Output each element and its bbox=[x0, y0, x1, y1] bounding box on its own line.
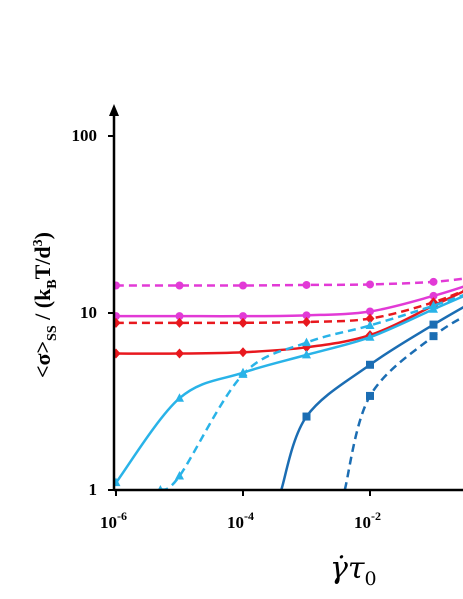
data-point bbox=[429, 277, 438, 286]
data-point bbox=[429, 332, 438, 341]
x-tick-label-1e-2: 10-2 bbox=[354, 509, 381, 532]
y-tick-label-100: 100 bbox=[72, 126, 98, 145]
data-point bbox=[175, 281, 184, 290]
x-axis-title: γ̇τ0 bbox=[330, 551, 377, 590]
series-5 bbox=[157, 294, 463, 490]
series-layer bbox=[114, 277, 463, 490]
series-line bbox=[115, 285, 463, 318]
data-point bbox=[366, 360, 374, 369]
series-4 bbox=[114, 295, 463, 487]
series-line bbox=[116, 277, 463, 287]
series-7 bbox=[343, 315, 463, 490]
data-point bbox=[302, 280, 311, 289]
tick-labels: 100 10 1 10-6 10-4 10-2 bbox=[72, 126, 382, 532]
x-tick-label-1e-6: 10-6 bbox=[100, 509, 127, 532]
y-tick-label-10: 10 bbox=[80, 303, 97, 322]
ticks bbox=[108, 135, 371, 496]
data-point bbox=[175, 393, 184, 402]
axes bbox=[109, 104, 463, 492]
series-line bbox=[343, 315, 463, 490]
data-point bbox=[302, 311, 311, 320]
data-point bbox=[239, 312, 247, 321]
data-point bbox=[429, 320, 438, 329]
data-point bbox=[175, 312, 184, 321]
data-point bbox=[114, 312, 120, 321]
data-point bbox=[302, 316, 311, 327]
data-point bbox=[302, 349, 311, 359]
data-point bbox=[302, 337, 311, 347]
series-1 bbox=[114, 285, 463, 321]
data-point bbox=[366, 391, 374, 400]
data-point bbox=[114, 281, 120, 290]
data-point bbox=[429, 300, 438, 310]
data-point bbox=[365, 320, 375, 329]
y-axis-arrow bbox=[109, 104, 119, 116]
data-point bbox=[302, 412, 311, 421]
data-point bbox=[239, 281, 247, 290]
series-line bbox=[159, 294, 463, 490]
data-point bbox=[114, 477, 121, 487]
data-point bbox=[366, 280, 374, 289]
data-point bbox=[114, 317, 121, 328]
series-2 bbox=[114, 289, 463, 328]
y-tick-label-1: 1 bbox=[89, 480, 98, 499]
data-point bbox=[175, 348, 184, 359]
data-point bbox=[175, 470, 184, 480]
data-point bbox=[365, 313, 375, 324]
data-point bbox=[114, 348, 121, 359]
x-tick-label-1e-4: 10-4 bbox=[227, 509, 254, 532]
data-point bbox=[238, 317, 248, 328]
data-point bbox=[238, 347, 248, 358]
data-point bbox=[238, 369, 248, 378]
y-axis-title: <σ>SS / (kBT/d3) bbox=[30, 232, 60, 378]
data-point bbox=[175, 317, 184, 328]
data-point bbox=[365, 332, 375, 341]
data-point bbox=[366, 307, 374, 316]
series-6 bbox=[280, 305, 463, 490]
data-point bbox=[429, 291, 438, 300]
series-0 bbox=[114, 277, 463, 290]
